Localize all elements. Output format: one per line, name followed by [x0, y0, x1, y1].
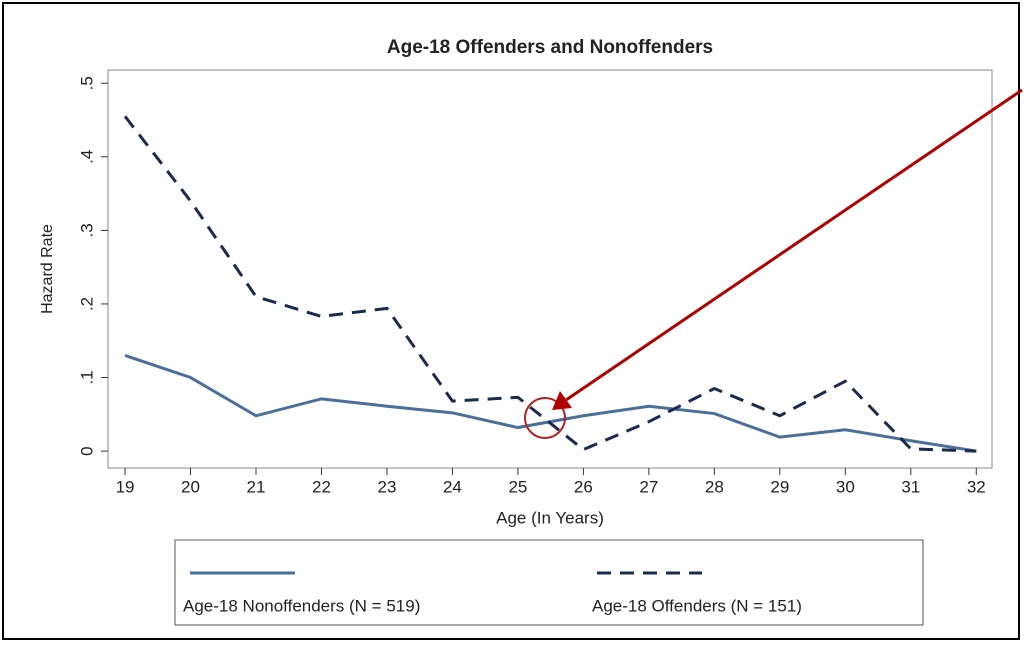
y-tick-label: .1 [77, 370, 96, 384]
legend-box [174, 539, 924, 626]
x-tick-label: 19 [116, 477, 135, 496]
y-tick-label: .4 [77, 150, 96, 164]
x-tick-label: 32 [967, 477, 986, 496]
x-tick-label: 22 [312, 477, 331, 496]
x-tick-label: 21 [247, 477, 266, 496]
y-tick-label: .3 [77, 223, 96, 237]
annotation-arrow [565, 88, 1023, 402]
x-tick-label: 31 [901, 477, 920, 496]
arrow-head [552, 391, 572, 410]
x-tick-label: 28 [705, 477, 724, 496]
x-tick-label: 20 [181, 477, 200, 496]
marks: 19 20 21 22 23 24 25 26 27 28 29 30 31 32 0 .1 .2 .3 .4 .5 A… [77, 76, 985, 615]
x-tick-label: 23 [377, 477, 396, 496]
y-tick-label: .2 [77, 297, 96, 311]
y-tick-label: .5 [77, 76, 96, 90]
y-axis-label: Hazard Rate [39, 224, 56, 314]
legend-label: Age-18 Nonoffenders (N = 519) [183, 596, 420, 615]
y-tick-label: 0 [77, 446, 96, 455]
x-tick-label: 27 [639, 477, 658, 496]
x-tick-label: 25 [508, 477, 527, 496]
x-tick-label: 26 [574, 477, 593, 496]
highlight-circle [524, 397, 566, 439]
x-tick-label: 29 [770, 477, 789, 496]
chart-title: Age-18 Offenders and Nonoffenders [387, 37, 713, 58]
x-axis-label: Age (In Years) [496, 508, 604, 527]
legend-label: Age-18 Offenders (N = 151) [592, 596, 802, 615]
x-tick-label: 30 [836, 477, 855, 496]
plot-area [107, 69, 993, 469]
x-tick-label: 24 [443, 477, 462, 496]
series-line [123, 115, 977, 453]
